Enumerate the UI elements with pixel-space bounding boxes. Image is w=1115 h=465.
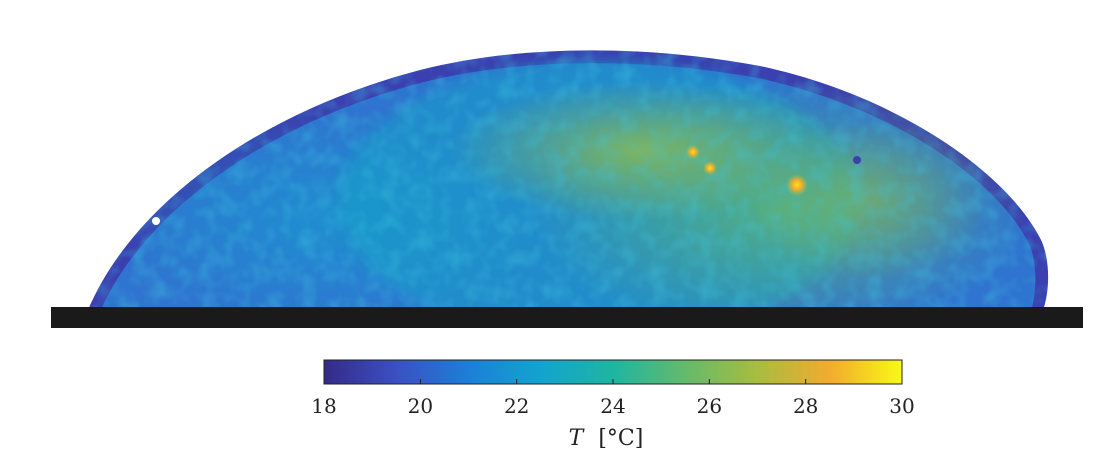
- colorbar-title: T [°C]: [569, 426, 644, 451]
- colorbar: 18 20 22 24 26 28 30 T [°C]: [311, 359, 915, 451]
- colorbar-tick-label: 18: [311, 394, 336, 418]
- colorbar-tick-label: 28: [793, 394, 818, 418]
- cold-spot: [853, 156, 861, 164]
- bubble-spot: [152, 217, 160, 225]
- colorbar-tick-label: 20: [408, 394, 433, 418]
- noise-texture: [88, 50, 1049, 311]
- colorbar-tick-label: 22: [504, 394, 529, 418]
- hot-spot: [703, 161, 717, 175]
- colorbar-ticks: 18 20 22 24 26 28 30: [311, 379, 915, 418]
- hot-spot: [786, 174, 808, 196]
- colorbar-tick-label: 26: [697, 394, 722, 418]
- hot-spot: [686, 145, 700, 159]
- substrate-bar: [51, 307, 1083, 328]
- colorbar-title-symbol: T: [569, 426, 586, 451]
- droplet-field: [88, 50, 1049, 311]
- colorbar-title-unit: [°C]: [598, 426, 643, 451]
- colorbar-tick-label: 24: [600, 394, 625, 418]
- colorbar-tick-label: 30: [889, 394, 914, 418]
